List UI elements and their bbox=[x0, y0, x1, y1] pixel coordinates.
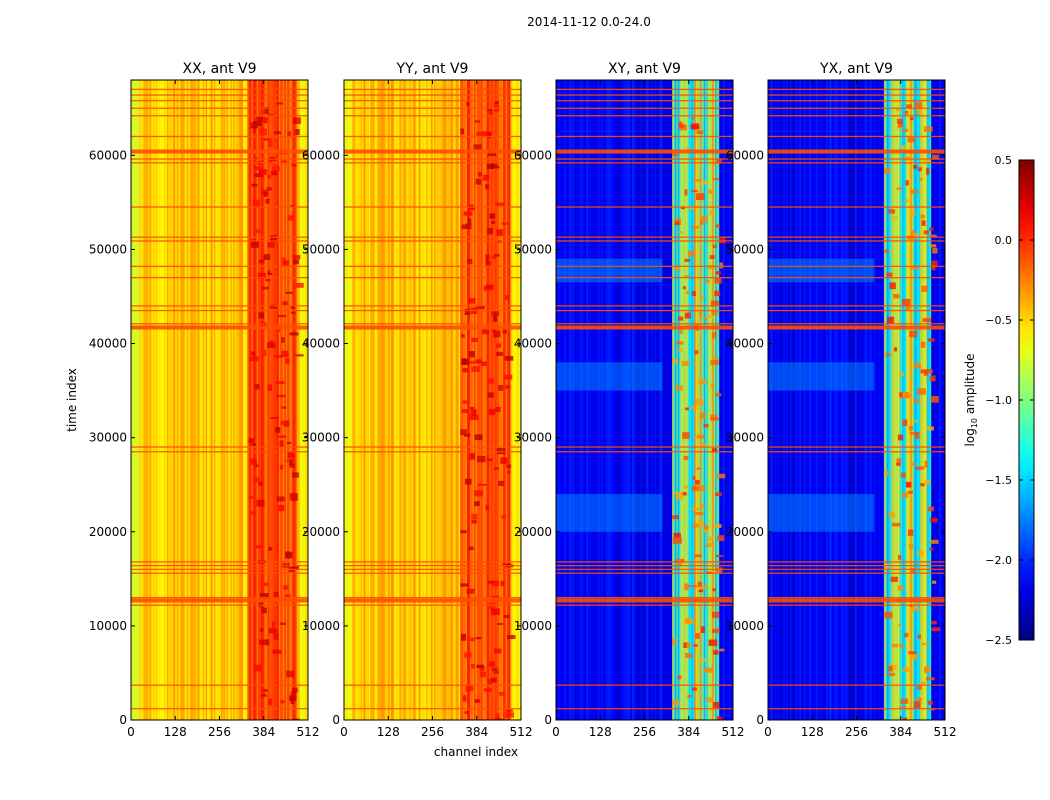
y-tick-label: 50000 bbox=[89, 242, 127, 256]
y-tick-label: 10000 bbox=[514, 619, 552, 633]
x-tick-label: 384 bbox=[252, 725, 275, 739]
y-tick-label: 50000 bbox=[514, 242, 552, 256]
y-tick-label: 40000 bbox=[514, 337, 552, 351]
x-tick-label: 512 bbox=[297, 725, 320, 739]
y-tick-label: 20000 bbox=[514, 525, 552, 539]
x-tick-label: 0 bbox=[340, 725, 348, 739]
x-tick-label: 128 bbox=[589, 725, 612, 739]
x-tick-label: 512 bbox=[510, 725, 533, 739]
panel-title: YY, ant V9 bbox=[396, 61, 469, 77]
x-axis-label: channel index bbox=[434, 745, 518, 759]
y-tick-label: 60000 bbox=[726, 148, 764, 162]
colorbar-tick-label: 0.0 bbox=[995, 234, 1013, 247]
figure-suptitle: 2014-11-12 0.0-24.0 bbox=[527, 15, 651, 29]
y-tick-label: 30000 bbox=[514, 431, 552, 445]
heatmap-image bbox=[344, 80, 521, 720]
x-tick-label: 0 bbox=[552, 725, 560, 739]
heatmap-image bbox=[556, 80, 733, 720]
heatmap-panel: YX, ant V9 0 128 256 384 512 0 10000 20000 30000 4… bbox=[726, 61, 957, 739]
x-tick-label: 384 bbox=[677, 725, 700, 739]
x-tick-label: 128 bbox=[801, 725, 824, 739]
x-tick-label: 128 bbox=[377, 725, 400, 739]
x-tick-label: 128 bbox=[164, 725, 187, 739]
colorbar-tick-label: −0.5 bbox=[985, 314, 1012, 327]
y-tick-label: 20000 bbox=[726, 525, 764, 539]
heatmap-panels: XX, ant V9 0 128 256 384 512 0 10000 20000 30000 4… bbox=[89, 61, 957, 739]
x-tick-label: 0 bbox=[127, 725, 135, 739]
x-tick-label: 384 bbox=[889, 725, 912, 739]
x-tick-label: 256 bbox=[845, 725, 868, 739]
colorbar: 0.5 0.0 −0.5 −1.0 −1.5 −2.0 −2.5 log10 amplitud… bbox=[963, 154, 1035, 647]
y-tick-label: 20000 bbox=[89, 525, 127, 539]
heatmap-image bbox=[131, 80, 308, 720]
y-tick-label: 0 bbox=[756, 713, 764, 727]
y-tick-label: 30000 bbox=[726, 431, 764, 445]
y-tick-label: 60000 bbox=[514, 148, 552, 162]
y-tick-label: 40000 bbox=[89, 337, 127, 351]
colorbar-tick-label: 0.5 bbox=[995, 154, 1013, 167]
heatmap-image bbox=[768, 80, 945, 720]
heatmap-panel: XX, ant V9 0 128 256 384 512 0 10000 20000 30000 4… bbox=[89, 61, 320, 739]
y-tick-label: 40000 bbox=[726, 337, 764, 351]
x-tick-label: 256 bbox=[208, 725, 231, 739]
y-axis-label: time index bbox=[65, 368, 79, 432]
heatmap-panel: XY, ant V9 0 128 256 384 512 0 10000 20000 30000 4… bbox=[514, 61, 745, 739]
y-tick-label: 50000 bbox=[726, 242, 764, 256]
y-tick-label: 10000 bbox=[726, 619, 764, 633]
y-tick-label: 30000 bbox=[302, 431, 340, 445]
x-tick-label: 256 bbox=[421, 725, 444, 739]
colorbar-tick-label: −1.5 bbox=[985, 474, 1012, 487]
colorbar-tick-label: −2.5 bbox=[985, 634, 1012, 647]
y-tick-label: 20000 bbox=[302, 525, 340, 539]
colorbar-label: log10 amplitude bbox=[963, 354, 979, 447]
y-tick-label: 10000 bbox=[302, 619, 340, 633]
panel-title: XY, ant V9 bbox=[608, 61, 681, 77]
y-tick-label: 0 bbox=[332, 713, 340, 727]
y-tick-label: 40000 bbox=[302, 337, 340, 351]
x-tick-label: 512 bbox=[722, 725, 745, 739]
panel-title: XX, ant V9 bbox=[183, 61, 257, 77]
x-tick-label: 512 bbox=[934, 725, 957, 739]
x-tick-label: 0 bbox=[764, 725, 772, 739]
y-tick-label: 60000 bbox=[89, 148, 127, 162]
colorbar-tick-label: −2.0 bbox=[985, 554, 1012, 567]
heatmap-panel: YY, ant V9 0 128 256 384 512 0 10000 20000 30000 4… bbox=[302, 61, 533, 739]
panel-title: YX, ant V9 bbox=[819, 61, 893, 77]
x-tick-label: 384 bbox=[465, 725, 488, 739]
y-tick-label: 0 bbox=[544, 713, 552, 727]
y-tick-label: 10000 bbox=[89, 619, 127, 633]
y-tick-label: 30000 bbox=[89, 431, 127, 445]
y-tick-label: 0 bbox=[119, 713, 127, 727]
y-tick-label: 60000 bbox=[302, 148, 340, 162]
colorbar-tick-label: −1.0 bbox=[985, 394, 1012, 407]
x-tick-label: 256 bbox=[633, 725, 656, 739]
y-tick-label: 50000 bbox=[302, 242, 340, 256]
